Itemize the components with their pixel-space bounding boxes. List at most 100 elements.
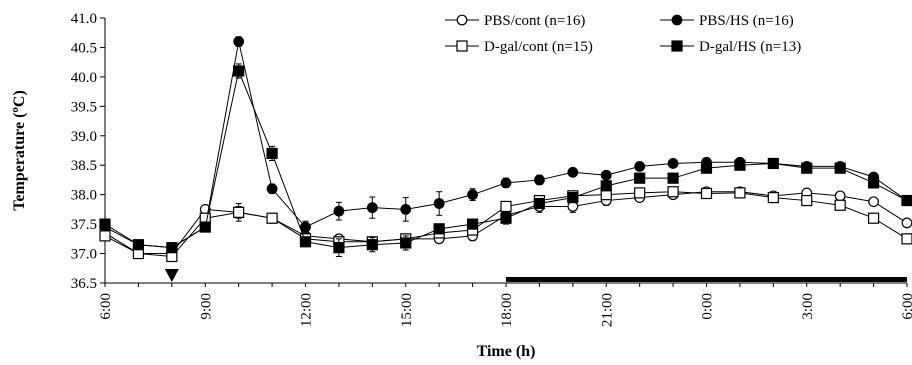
data-point [901,233,912,245]
legend-item: D-gal/cont (n=15) [445,39,593,55]
data-point [533,197,546,210]
x-ticks: 6:00 9:00 12:00 15:00 18:00 21:00 0:00 3:00 6:00 [98,283,912,327]
data-point [834,190,846,202]
data-point [99,230,111,242]
data-point [767,192,779,204]
data-point [667,186,679,198]
legend-item: D-gal/HS (n=13) [660,39,801,55]
series-layer [99,36,912,263]
data-point [667,158,679,169]
y-tick-label: 39.5 [71,99,97,115]
data-point [767,157,779,170]
x-axis-title: Time (h) [477,343,536,360]
y-tick-label: 37.0 [71,247,97,263]
data-point [534,174,545,186]
data-point [700,187,713,200]
data-point [132,239,145,251]
data-point [834,162,846,174]
y-tick-label: 40.5 [71,40,97,56]
data-point [366,239,378,251]
y-tick-label: 41.0 [71,11,97,27]
data-point [300,221,311,233]
data-point [500,212,512,224]
data-point [233,206,245,218]
data-point [266,183,278,195]
x-tick-label: 18:00 [499,293,515,327]
data-point [801,162,813,174]
x-tick-label: 6:00 [900,293,912,320]
data-point [233,36,245,47]
data-point [634,172,646,184]
legend-marker [671,40,683,52]
series-4 [99,63,912,257]
y-axis-title-unit: C) [11,90,28,107]
data-point [266,212,278,224]
legend-label: D-gal/HS (n=13) [699,39,801,55]
plot-area: 36.5 37.0 37.5 38.0 38.5 39.0 39.5 40.0 40.5 41.0… [71,11,912,327]
x-tick-label: 0:00 [700,293,716,320]
y-tick-label: 37.5 [71,217,97,233]
data-point [299,236,312,248]
data-point [634,187,646,199]
data-point [433,223,445,235]
data-point [366,202,378,214]
data-point [667,172,679,184]
data-point [233,65,245,77]
data-point [266,147,278,160]
data-point [834,199,846,211]
legend-marker [456,14,468,26]
data-point [901,194,912,207]
data-point [467,189,478,201]
data-point [99,218,111,230]
data-point [600,180,612,192]
data-point [634,160,646,172]
legend-label: D-gal/cont (n=15) [484,39,593,55]
data-point [500,200,512,213]
data-point [433,198,445,209]
data-point [867,177,880,189]
data-point [868,196,879,208]
y-tick-label: 36.5 [71,276,97,292]
y-ticks: 36.5 37.0 37.5 38.0 38.5 39.0 39.5 40.0 40.5 41.0 [71,11,105,292]
y-tick-label: 38.0 [71,188,97,204]
x-tick-label: 15:00 [399,293,415,327]
data-point [734,159,746,171]
data-point [333,205,345,217]
dark-period-bar [506,277,907,282]
legend-label: PBS/cont (n=16) [484,13,585,29]
legend-marker [456,40,468,52]
legend-label: PBS/HS (n=16) [699,13,794,29]
x-tick-label: 3:00 [800,293,816,320]
x-tick-label: 9:00 [198,293,214,320]
data-point [734,187,746,199]
data-point [867,212,880,224]
y-axis-title-sup: o [9,107,21,113]
data-point [466,218,479,230]
y-tick-label: 38.5 [71,158,97,174]
y-tick-label: 39.0 [71,129,97,145]
legend: PBS/cont (n=16) PBS/HS (n=16) D-gal/cont (… [445,13,801,55]
injection-marker-icon [164,269,179,282]
data-point [901,217,912,229]
y-tick-label: 40.0 [71,70,97,86]
y-axis-title: Temperature (oC) [9,90,28,211]
data-point [199,221,211,233]
data-point [700,162,713,174]
legend-item: PBS/HS (n=16) [660,13,794,29]
data-point [567,192,579,204]
data-point [333,242,345,254]
x-tick-label: 12:00 [299,293,315,327]
x-tick-label: 21:00 [599,293,615,327]
data-point [166,242,178,254]
legend-item: PBS/cont (n=16) [445,13,585,29]
data-point [567,166,579,178]
data-point [801,194,813,207]
y-axis-title-main: Temperature ( [11,113,28,211]
x-tick-label: 6:00 [98,293,114,320]
data-point [500,177,512,189]
data-point [400,203,412,215]
legend-marker [671,14,683,26]
data-point [600,169,612,181]
data-point [400,237,412,249]
